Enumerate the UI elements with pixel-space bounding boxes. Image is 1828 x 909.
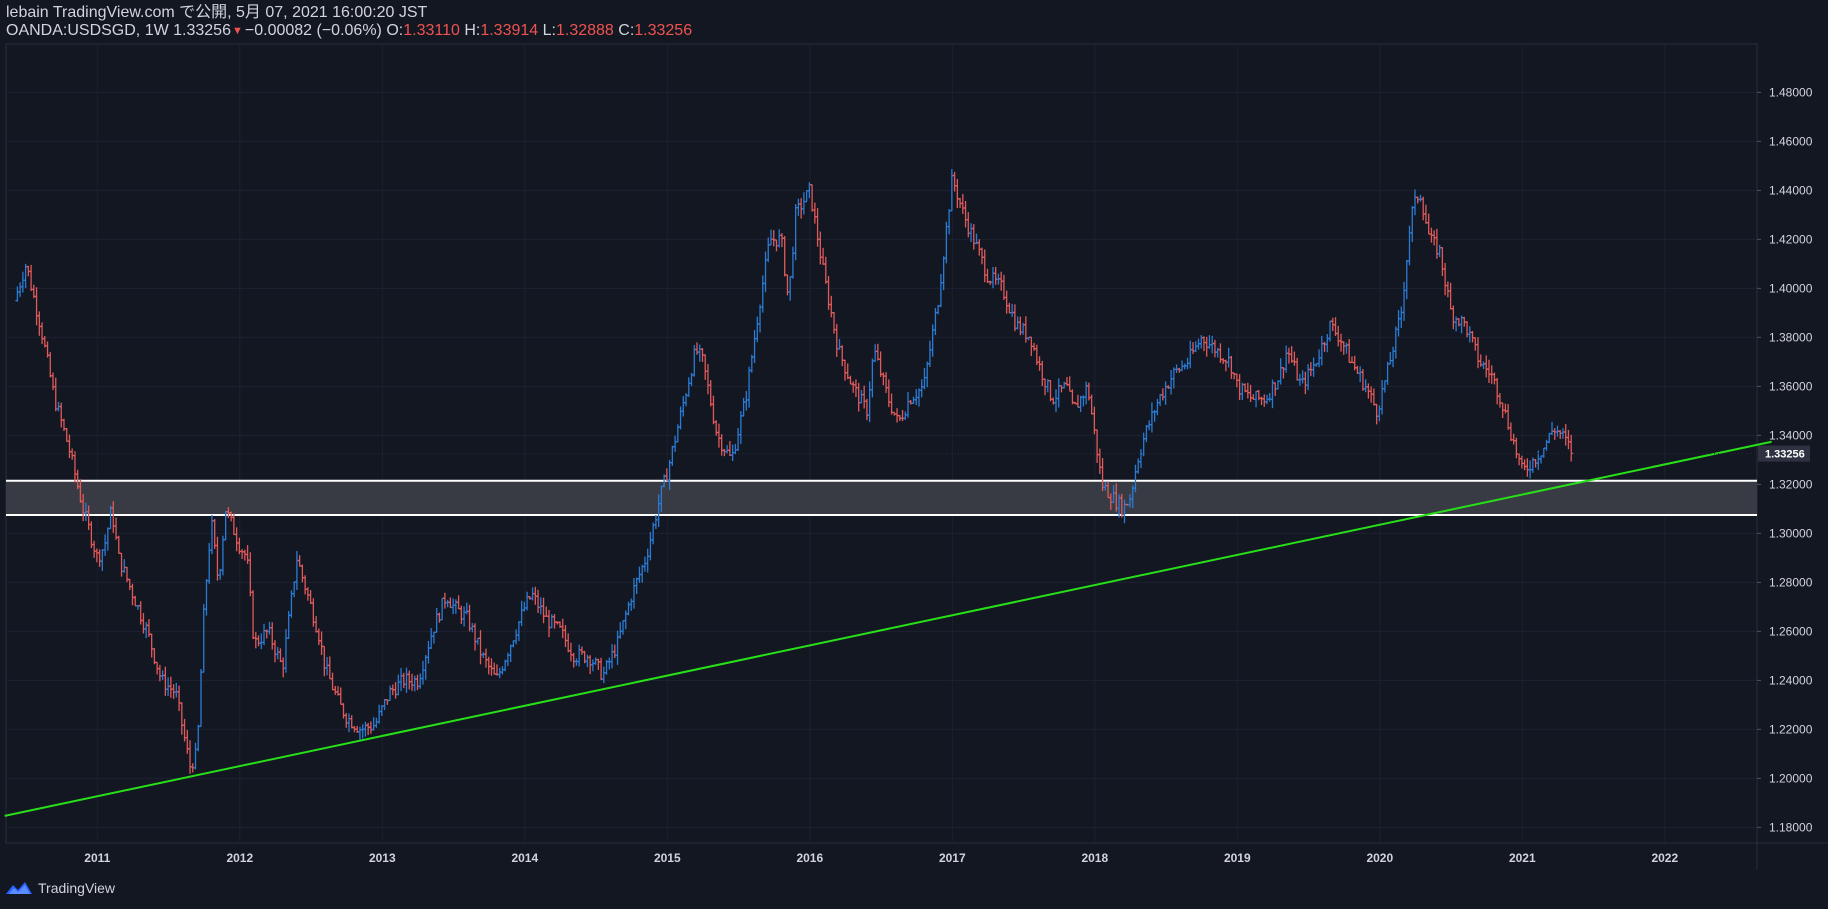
trendline[interactable] [4, 440, 1772, 817]
close-label: C: [618, 22, 635, 39]
down-arrow-icon: ▼ [231, 25, 243, 37]
tradingview-logo-icon [6, 882, 32, 894]
open-label: O: [386, 22, 404, 39]
plot-border [5, 43, 1758, 844]
x-tick-label: 2021 [1509, 851, 1536, 865]
brand-name: TradingView [38, 880, 116, 896]
ascending-trendline[interactable] [4, 440, 1772, 817]
y-tick-label: 1.44000 [1769, 183, 1813, 197]
y-tick-label: 1.24000 [1769, 673, 1813, 687]
x-tick-label: 2017 [939, 851, 966, 865]
low-label: L: [542, 22, 556, 39]
y-tick-label: 1.22000 [1769, 722, 1813, 736]
x-tick-label: 2016 [796, 851, 823, 865]
low-value: 1.32888 [555, 22, 614, 39]
last-price-badge [1758, 445, 1810, 462]
x-tick-label: 2022 [1651, 851, 1678, 865]
y-tick-label: 1.36000 [1769, 379, 1813, 393]
publish-info: lebain TradingView.com で公開, 5月 07, 2021 … [6, 4, 428, 21]
ohlc-legend: OANDA:USDSGD, 1W 1.33256▼ −0.00082 (−0.06… [6, 22, 1006, 40]
y-tick-label: 1.40000 [1769, 281, 1813, 295]
y-tick-label: 1.42000 [1769, 232, 1813, 246]
price-bars [15, 169, 1574, 774]
price-axis[interactable]: 1.18000 1.20000 1.22000 1.24000 1.26000 1.280… [1757, 85, 1813, 834]
last-price: 1.33256 [173, 22, 231, 39]
x-tick-label: 2015 [654, 851, 681, 865]
y-tick-label: 1.18000 [1769, 820, 1813, 834]
high-value: 1.33914 [480, 22, 539, 39]
y-tick-label: 1.38000 [1769, 330, 1813, 344]
footer-brand[interactable]: TradingView [5, 880, 115, 896]
chart-header: lebain TradingView.com で公開, 5月 07, 2021 … [6, 4, 1006, 40]
y-tick-label: 1.30000 [1769, 526, 1813, 540]
last-price-marker: 1.33256 [6, 445, 1810, 462]
symbol-label[interactable]: OANDA:USDSGD, 1W [6, 22, 169, 39]
time-axis[interactable]: 2011 2012 2013 2014 2015 2016 2017 2018 2019 2020… [84, 851, 1678, 865]
y-tick-label: 1.34000 [1769, 428, 1813, 442]
support-zone[interactable] [6, 479, 1757, 517]
x-tick-label: 2020 [1366, 851, 1393, 865]
y-tick-label: 1.48000 [1769, 85, 1813, 99]
x-tick-label: 2018 [1081, 851, 1108, 865]
x-tick-label: 2012 [226, 851, 253, 865]
y-tick-label: 1.28000 [1769, 575, 1813, 589]
close-value: 1.33256 [634, 22, 693, 39]
grid-lines [6, 44, 1757, 843]
x-tick-label: 2011 [84, 851, 110, 865]
price-change: −0.00082 (−0.06%) [244, 22, 382, 39]
open-value: 1.33110 [403, 22, 460, 39]
y-tick-label: 1.20000 [1769, 771, 1813, 785]
last-price-badge-text: 1.33256 [1765, 449, 1805, 461]
x-tick-label: 2013 [369, 851, 396, 865]
x-tick-label: 2014 [511, 851, 538, 865]
y-tick-label: 1.32000 [1769, 477, 1813, 491]
high-label: H: [464, 22, 481, 39]
support-zone-fill [6, 480, 1757, 516]
x-tick-label: 2019 [1224, 851, 1251, 865]
y-tick-label: 1.26000 [1769, 624, 1813, 638]
y-tick-label: 1.46000 [1769, 134, 1813, 148]
